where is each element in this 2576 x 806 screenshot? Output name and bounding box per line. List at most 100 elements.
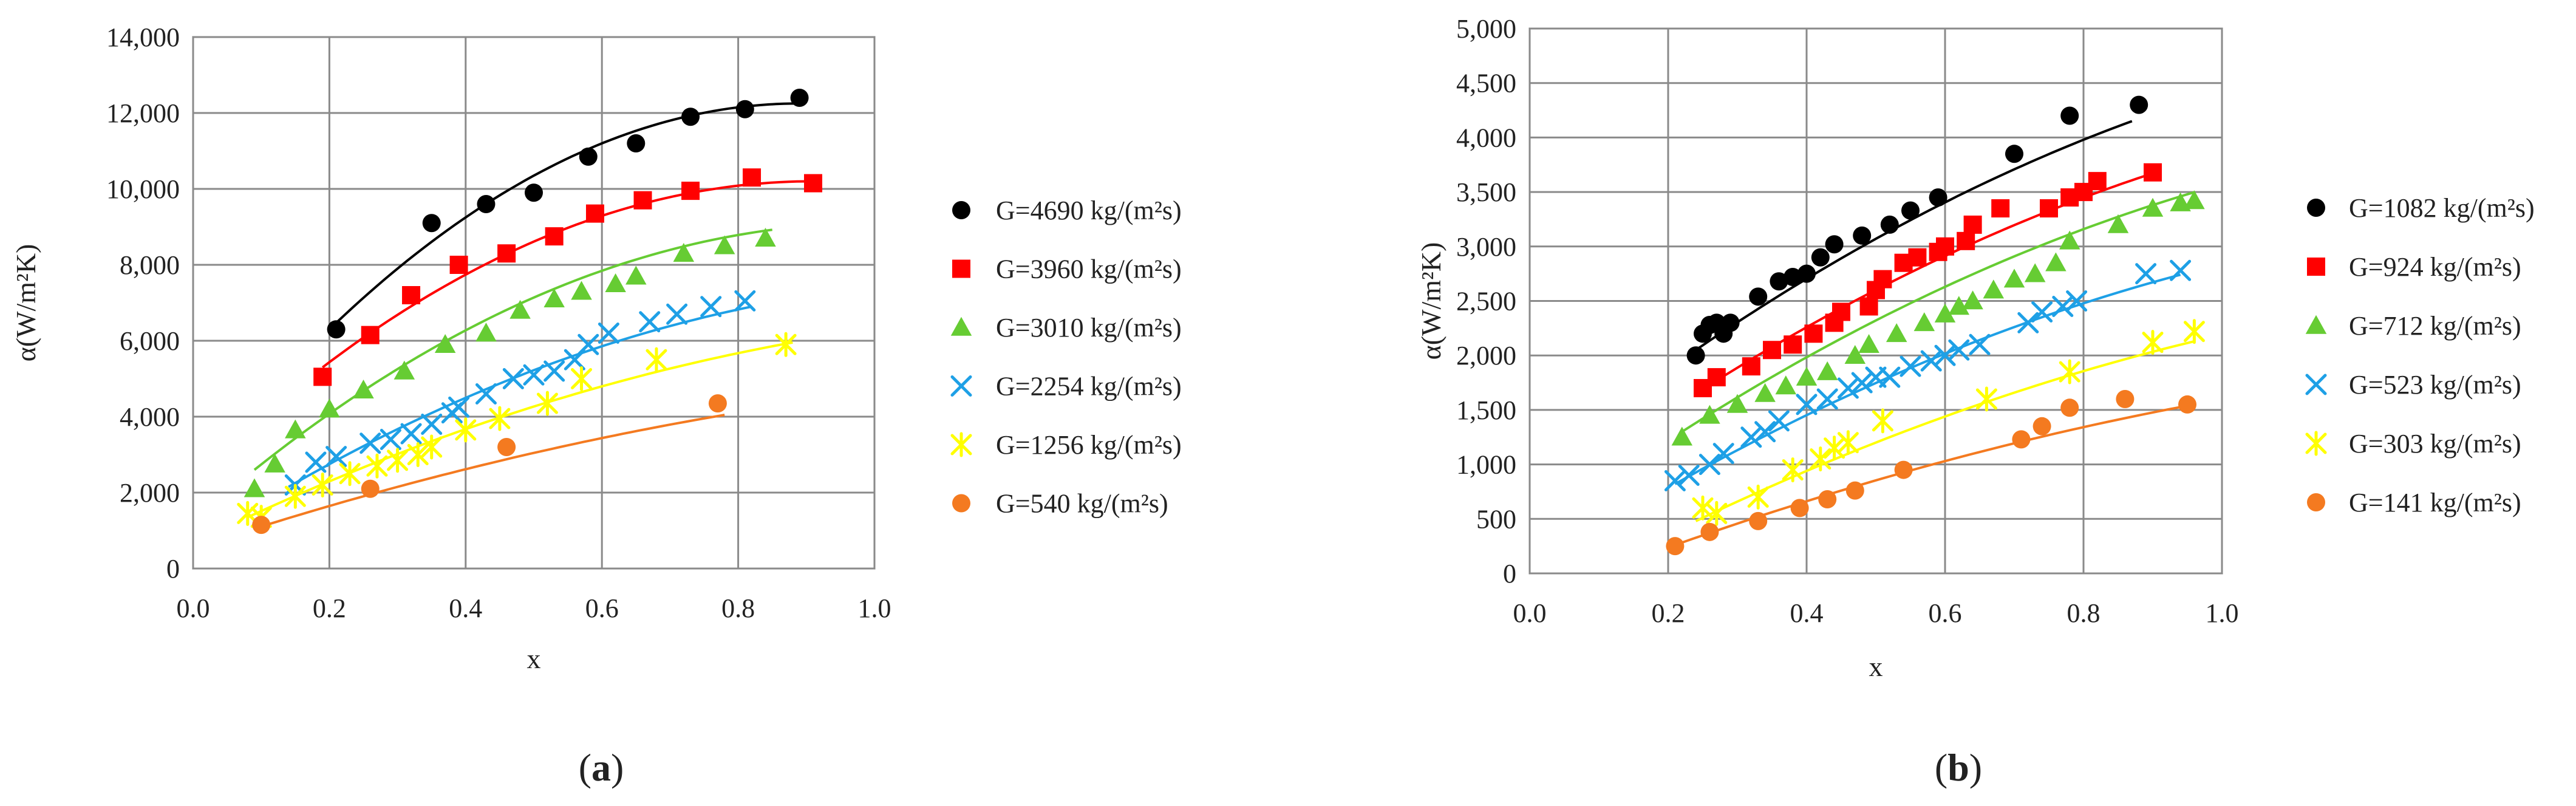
data-point [1810,446,1831,472]
data-point [327,320,346,339]
data-point [627,134,646,152]
data-point [1699,454,1720,476]
chart-panel-a: 0.0 0.2 0.4 0.6 0.8 1.0 0 2,000 4,000 6,000 8,000 1… [10,22,1182,789]
legend-marker [952,259,970,278]
panel-label-open: ( [1935,746,1947,789]
data-point [1844,344,1866,364]
legend-marker-stroke [950,375,972,397]
data-point [455,417,477,443]
data-point [489,406,511,431]
data-point-stroke [475,383,497,405]
data-point-stroke [2017,312,2039,333]
x-axis-title: x [527,643,541,674]
data-point [775,332,797,357]
data-point-stroke [400,423,422,445]
data-point [646,347,667,372]
data-point [394,360,415,380]
data-point [585,204,604,223]
data-point [525,183,543,202]
data-point [1886,323,1907,343]
data-point-stroke [543,360,565,382]
data-point-stroke [1837,377,1859,399]
series-5: G=303 kg/(m²s) [1692,319,2521,526]
legend-label: G=1082 kg/(m²s) [2349,193,2535,223]
data-point [1749,511,1768,530]
x-tick-label: 0.6 [585,593,619,623]
data-point [1963,215,1982,234]
data-point [497,244,516,263]
legend-label: G=3960 kg/(m²s) [996,254,1182,284]
data-point [400,423,422,445]
data-point-stroke [2135,263,2157,285]
data-point [2017,312,2039,333]
data-point [1962,290,1983,310]
data-point [353,380,374,399]
data-point [543,360,565,382]
trend-line [1695,340,2195,522]
data-point [1678,465,1700,487]
data-point [2130,95,2148,114]
data-point [1797,264,1816,283]
data-point-stroke [2052,295,2074,317]
legend-marker [2305,315,2327,334]
data-point [2178,395,2196,414]
data-point [545,227,564,246]
data-point [366,453,388,479]
data-point [681,108,700,126]
data-point [681,182,700,200]
data-point-stroke [1754,421,1776,443]
chart-panel-b: 0.0 0.2 0.4 0.6 0.8 1.0 0 500 1,000 1,500 2,000 2,5… [1416,14,2535,789]
data-point [1700,522,1719,541]
data-point [2059,359,2080,384]
y-tick-label: 6,000 [120,326,180,356]
series-2: G=3960 kg/(m²s) [313,168,1182,386]
data-point-stroke [2066,290,2088,312]
data-point [1880,215,1899,234]
trend-line [247,341,793,519]
data-point [625,265,647,285]
data-point [1749,287,1768,306]
data-point [2045,252,2067,272]
x-tick-label: 0.4 [1790,598,1824,628]
panel-label: (a) [579,746,624,789]
series-5: G=1256 kg/(m²s) [237,332,1182,530]
data-point [434,334,456,353]
series-6: G=540 kg/(m²s) [252,394,1168,534]
data-point [2059,230,2080,250]
x-tick-label: 0.0 [1513,598,1547,628]
data-point [237,500,259,526]
legend-marker [952,201,970,219]
data-point [1934,303,1956,323]
x-tick-label: 0.0 [177,593,210,623]
data-point [422,214,441,233]
data-point-stroke [1816,388,1838,410]
series-2: G=924 kg/(m²s) [1694,163,2521,398]
y-tick-label: 0 [1503,559,1516,589]
data-point [1832,302,1850,321]
y-tick-label: 500 [1476,504,1516,534]
series-3: G=712 kg/(m²s) [1671,190,2521,446]
data-point [1754,421,1776,443]
data-point-stroke [734,290,756,312]
data-point [2135,263,2157,285]
data-point [1816,388,1838,410]
series-6: G=141 kg/(m²s) [1666,389,2521,556]
data-point-stroke [1879,366,1901,388]
legend-marker [2307,493,2325,511]
data-point-stroke [1948,339,1970,361]
data-point [735,100,754,118]
data-point [1948,339,1970,361]
data-point [402,286,421,304]
data-point [523,364,545,386]
data-point [579,147,598,166]
data-point [2024,263,2046,282]
data-point [2012,430,2031,449]
x-tick-label: 0.8 [2067,598,2101,628]
data-point [743,168,762,187]
data-point [1664,470,1686,492]
data-point [734,290,756,312]
series-1: G=1082 kg/(m²s) [1686,95,2535,365]
data-point [639,311,661,333]
legend-label: G=924 kg/(m²s) [2349,252,2521,282]
y-tick-label: 4,500 [1456,69,1516,98]
